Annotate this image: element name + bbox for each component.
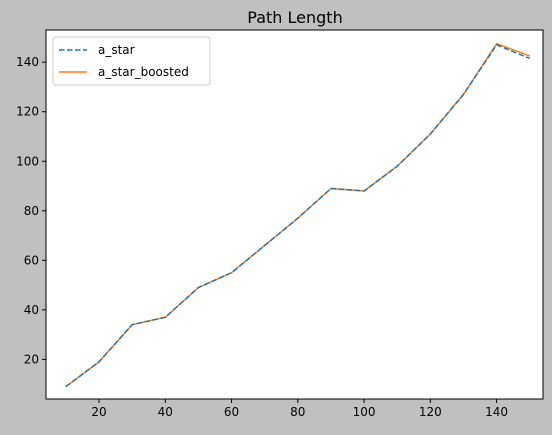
legend-box [52,36,211,86]
plot-frame [45,29,544,400]
series-layer [65,42,531,388]
x-axis: 20 40 60 80 100 120 140 [91,399,508,419]
legend-label: a_star [98,43,135,57]
y-tick-label: 100 [16,154,39,168]
chart-title: Path Length [247,8,342,27]
x-tick-label: 80 [290,405,305,419]
legend: a_star a_star_boosted [52,36,211,86]
y-tick-label: 60 [24,253,39,267]
x-tick-label: 140 [485,405,508,419]
x-tick-label: 100 [353,405,376,419]
legend-label: a_star_boosted [98,65,189,79]
y-tick-label: 20 [24,352,39,366]
y-tick-label: 40 [24,303,39,317]
y-tick-label: 80 [24,204,39,218]
y-tick-label: 140 [16,55,39,69]
x-tick-label: 120 [419,405,442,419]
x-tick-label: 60 [224,405,239,419]
y-axis: 20 40 60 80 100 120 140 [16,55,46,366]
x-tick-label: 20 [91,405,106,419]
x-tick-label: 40 [158,405,173,419]
series-line-a-star [65,44,531,388]
plot-area [46,30,543,399]
y-tick-label: 120 [16,105,39,119]
